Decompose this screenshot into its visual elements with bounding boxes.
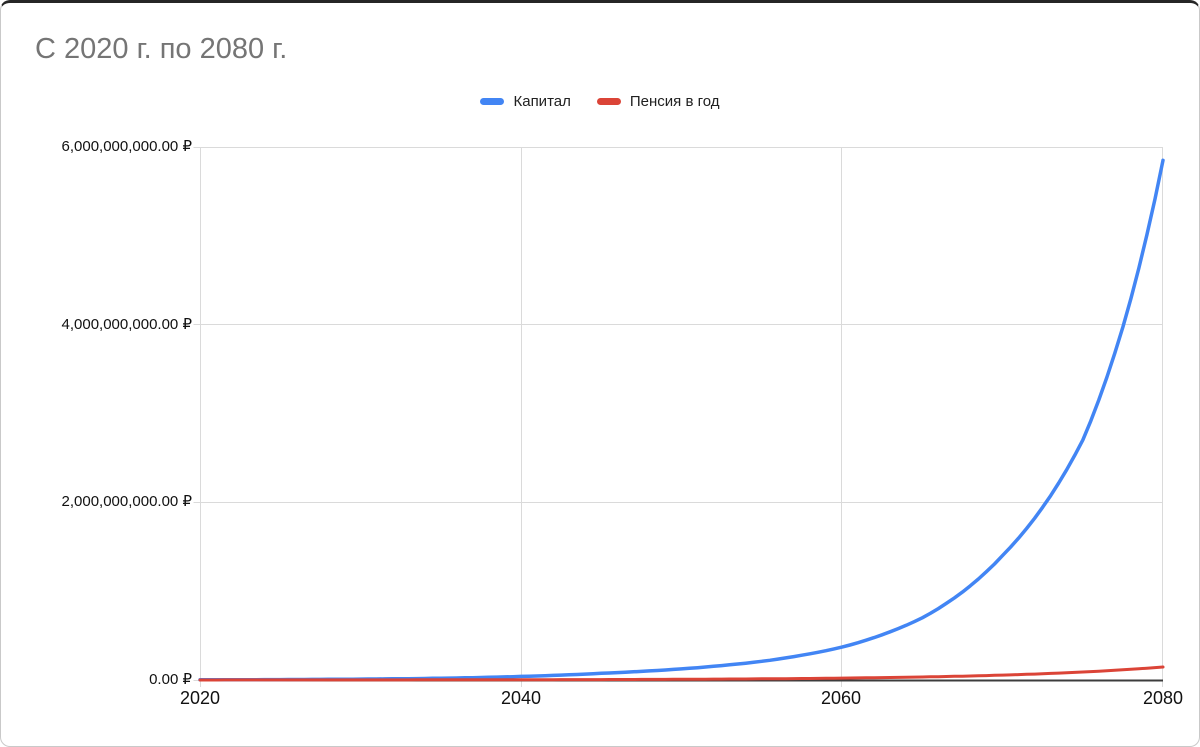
x-axis-label: 2060	[820, 688, 862, 708]
y-axis-label: 4,000,000,000.00 ₽	[61, 316, 193, 333]
x-axis-label: 2040	[500, 688, 542, 708]
series-lines	[198, 158, 1165, 682]
y-axis-label: 6,000,000,000.00 ₽	[61, 138, 193, 155]
series-color-dash-icon	[480, 97, 505, 105]
series-line-kapital[interactable]	[198, 158, 1165, 682]
x-axis-label: 2080	[1142, 688, 1184, 708]
legend-label: Капитал	[513, 92, 571, 110]
series-color-dash-icon	[596, 97, 621, 105]
legend-item-kapital[interactable]: Капитал	[480, 92, 571, 110]
chart-title: С 2020 г. по 2080 г.	[35, 33, 288, 65]
y-axis-label: 0.00 ₽	[149, 671, 192, 688]
gridlines	[193, 147, 1163, 687]
legend-item-pensiya[interactable]: Пенсия в год	[596, 92, 720, 110]
y-axis-label: 2,000,000,000.00 ₽	[61, 493, 193, 510]
legend: Капитал Пенсия в год	[0, 91, 1200, 111]
legend-label: Пенсия в год	[629, 92, 720, 110]
x-axis-label: 2020	[179, 688, 221, 708]
series-line-pensiya[interactable]	[198, 665, 1165, 682]
